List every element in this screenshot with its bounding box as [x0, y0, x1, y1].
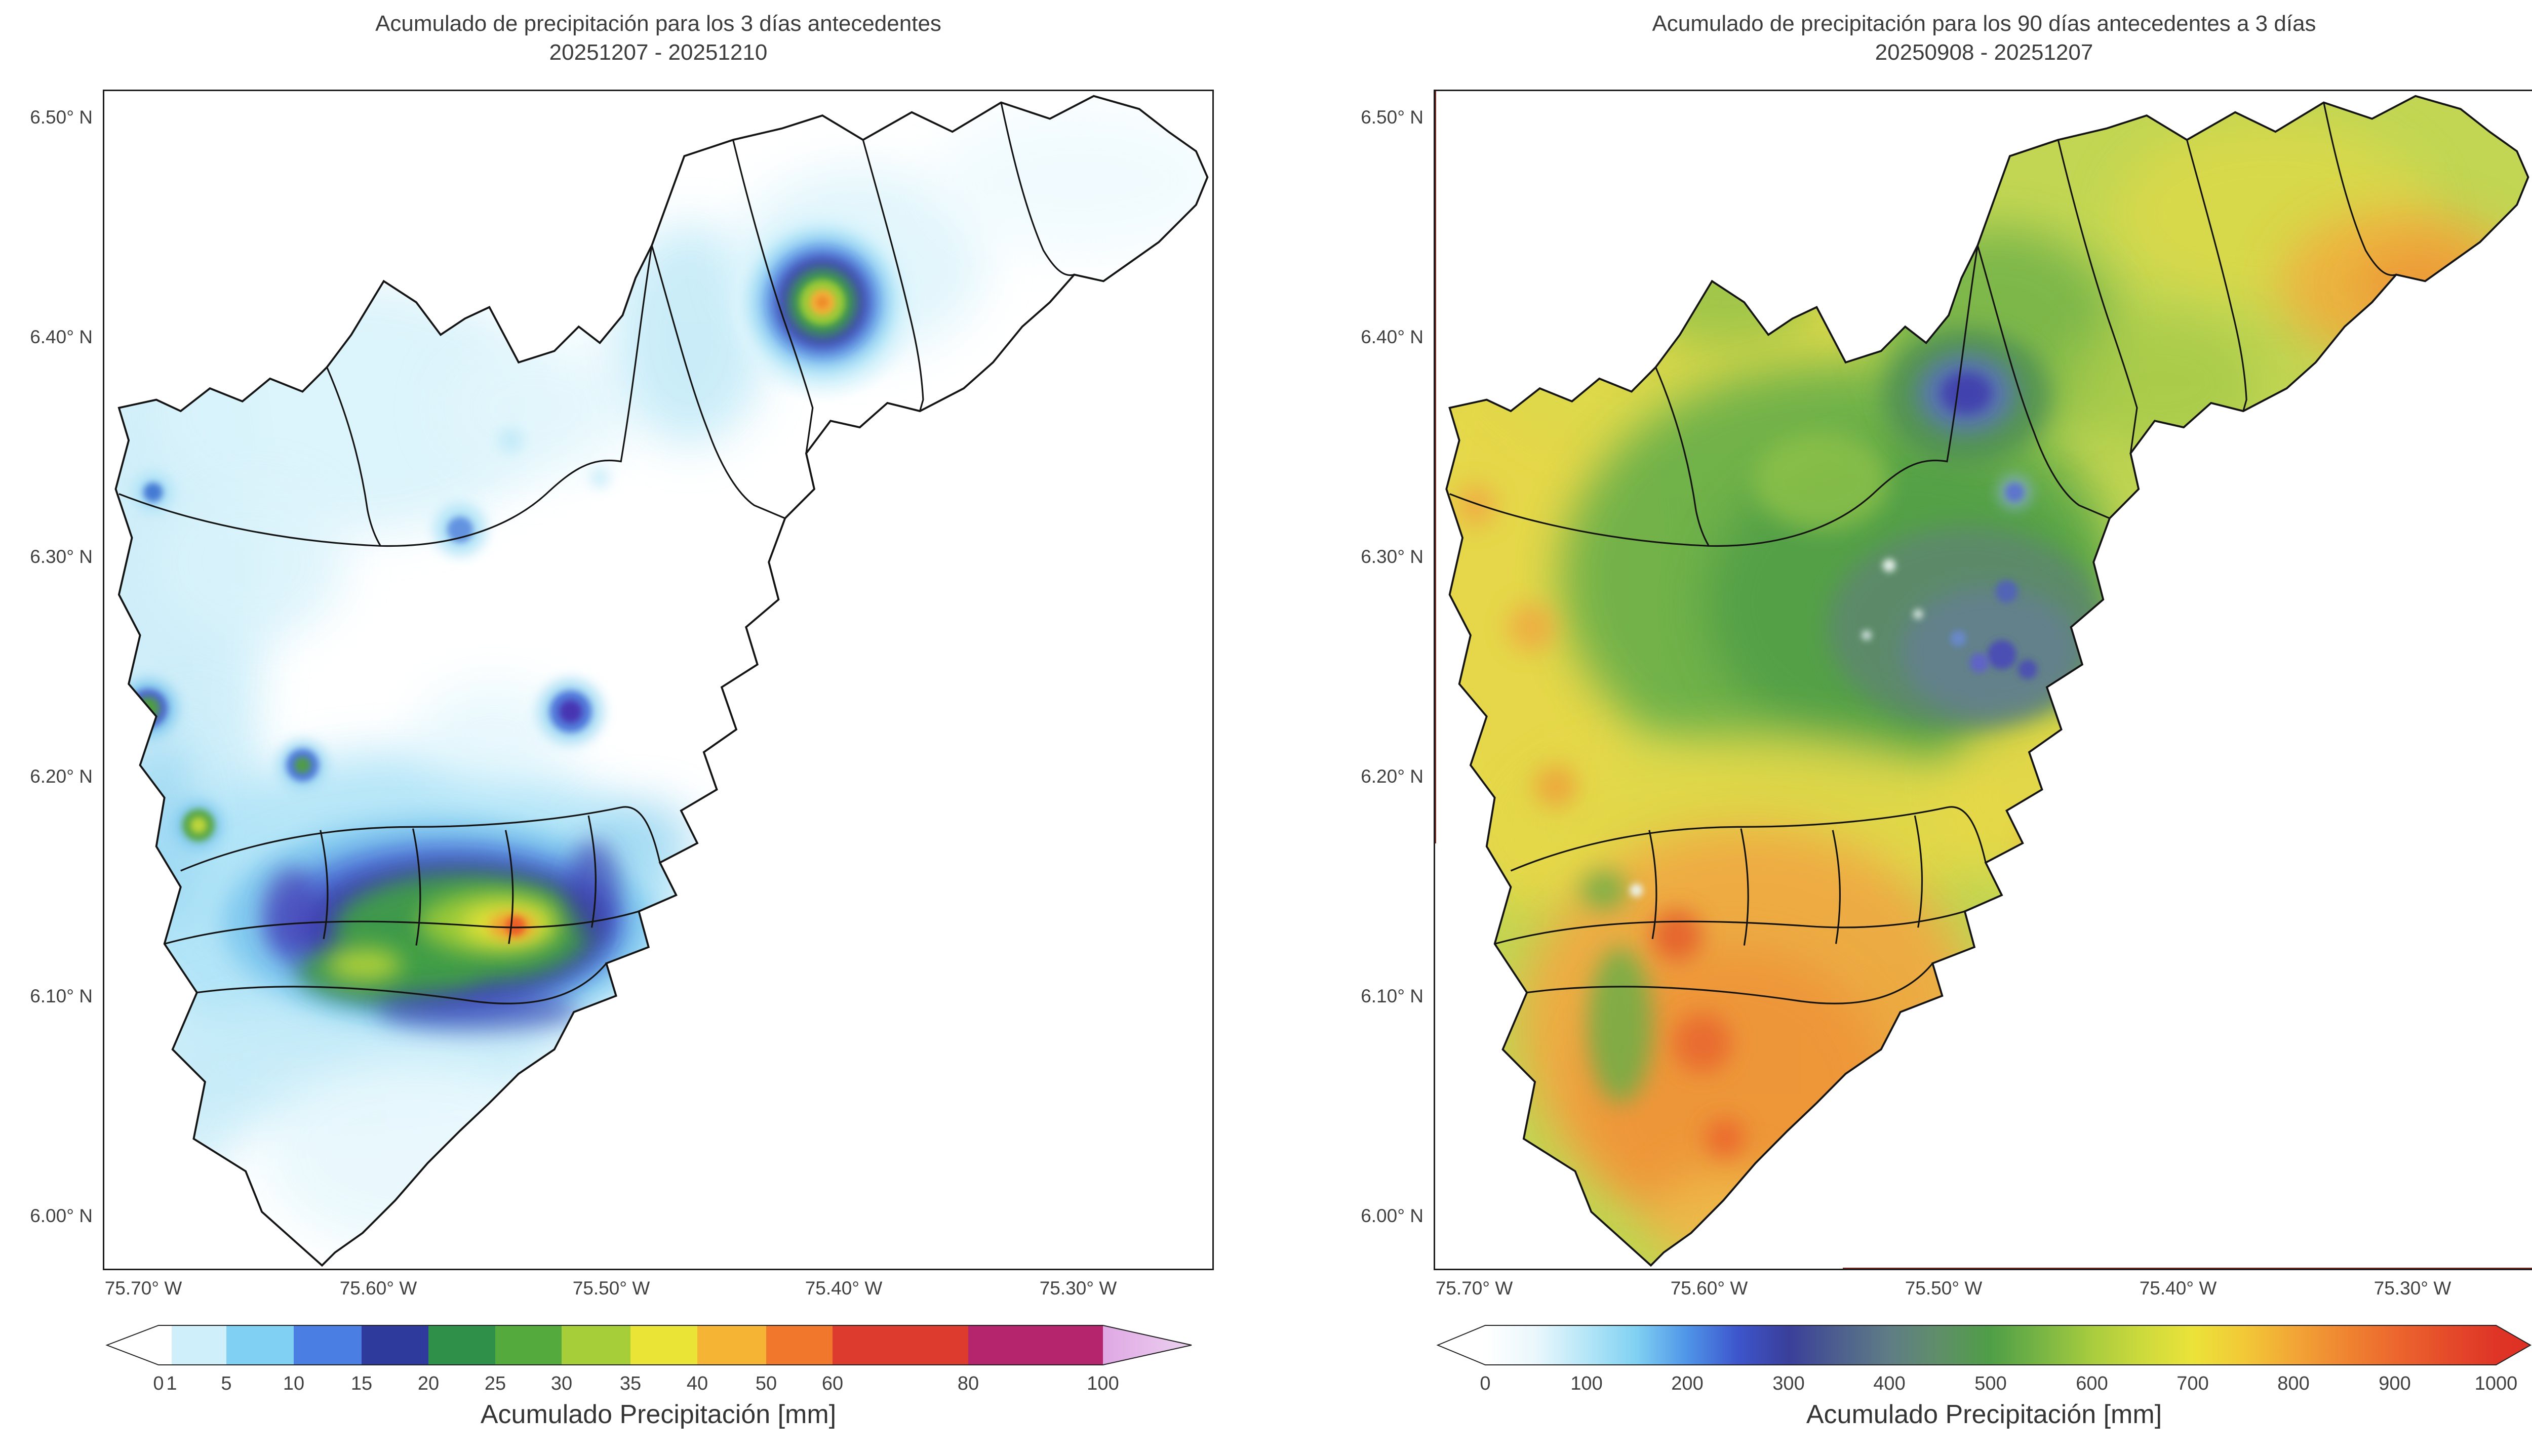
colorbar-tick: 200	[1671, 1373, 1704, 1394]
panel-90-days: Acumulado de precipitación para los 90 d…	[1361, 0, 2532, 1456]
colorbar-tick: 900	[2379, 1373, 2411, 1394]
x-tick-label: 75.60° W	[1670, 1278, 1748, 1299]
colorbar-tick: 60	[821, 1373, 844, 1394]
panel-title: Acumulado de precipitación para los 90 d…	[1434, 9, 2532, 67]
map-canvas-90-days	[1445, 95, 2529, 1267]
colorbar-tick: 100	[1570, 1373, 1603, 1394]
colorbar-tick: 1	[166, 1373, 177, 1394]
colorbar-tick: 80	[957, 1373, 979, 1394]
panel-3-days: Acumulado de precipitación para los 3 dí…	[30, 0, 1214, 1456]
colorbar-label: Acumulado Precipitación [mm]	[1806, 1400, 2162, 1429]
y-tick-label: 6.10° N	[30, 986, 93, 1006]
x-tick-label: 75.60° W	[339, 1278, 417, 1299]
colorbar-3-days	[105, 1325, 1192, 1365]
colorbar-tick: 35	[619, 1373, 642, 1394]
colorbar-tick: 15	[350, 1373, 373, 1394]
x-tick-label: 75.70° W	[1435, 1278, 1513, 1299]
colorbar-tick: 25	[484, 1373, 506, 1394]
y-tick-label: 6.40° N	[30, 327, 93, 347]
colorbar-tick: 40	[686, 1373, 708, 1394]
title-line-1: Acumulado de precipitación para los 90 d…	[1652, 11, 2316, 36]
x-tick-label: 75.30° W	[2373, 1278, 2451, 1299]
x-tick-label: 75.50° W	[572, 1278, 650, 1299]
panel-title: Acumulado de precipitación para los 3 dí…	[103, 9, 1214, 67]
x-tick-label: 75.50° W	[1905, 1278, 1983, 1299]
map-plot-90-days	[1434, 90, 2532, 1270]
map-plot-3-days	[103, 90, 1214, 1270]
y-tick-label: 6.00° N	[1361, 1205, 1423, 1226]
y-tick-label: 6.50° N	[1361, 107, 1423, 128]
colorbar-tick: 0	[153, 1373, 164, 1394]
department-boundary-clip-left	[1435, 91, 1436, 843]
colorbar-label: Acumulado Precipitación [mm]	[480, 1400, 837, 1429]
colorbar-tick: 800	[2277, 1373, 2310, 1394]
colorbar-tick: 500	[1974, 1373, 2007, 1394]
y-tick-label: 6.40° N	[1361, 327, 1423, 347]
colorbar-tick: 300	[1772, 1373, 1805, 1394]
colorbar-tick: 100	[1087, 1373, 1119, 1394]
x-tick-label: 75.30° W	[1039, 1278, 1117, 1299]
y-tick-label: 6.50° N	[30, 107, 93, 128]
y-tick-label: 6.20° N	[30, 766, 93, 787]
y-tick-label: 6.30° N	[1361, 546, 1423, 567]
y-tick-label: 6.10° N	[1361, 986, 1423, 1006]
colorbar-tick: 30	[550, 1373, 573, 1394]
colorbar-tick: 400	[1873, 1373, 1906, 1394]
colorbar-tick: 700	[2177, 1373, 2209, 1394]
title-line-1: Acumulado de precipitación para los 3 dí…	[375, 11, 941, 36]
colorbar-90-days	[1436, 1325, 2532, 1365]
y-tick-label: 6.30° N	[30, 546, 93, 567]
colorbar-tick: 5	[221, 1373, 232, 1394]
y-tick-label: 6.00° N	[30, 1205, 93, 1226]
x-tick-label: 75.40° W	[2139, 1278, 2217, 1299]
colorbar-tick: 20	[417, 1373, 440, 1394]
colorbar-tick: 10	[283, 1373, 305, 1394]
title-line-2: 20251207 - 20251210	[549, 40, 768, 65]
colorbar-tick: 50	[755, 1373, 777, 1394]
title-line-2: 20250908 - 20251207	[1875, 40, 2093, 65]
department-boundary-clip-bottom	[1843, 1268, 2532, 1269]
colorbar-tick: 1000	[2474, 1373, 2518, 1394]
x-tick-label: 75.40° W	[805, 1278, 883, 1299]
y-tick-label: 6.20° N	[1361, 766, 1423, 787]
map-canvas-3-days	[114, 95, 1209, 1267]
x-tick-label: 75.70° W	[104, 1278, 182, 1299]
colorbar-tick: 600	[2076, 1373, 2108, 1394]
colorbar-tick: 0	[1480, 1373, 1491, 1394]
